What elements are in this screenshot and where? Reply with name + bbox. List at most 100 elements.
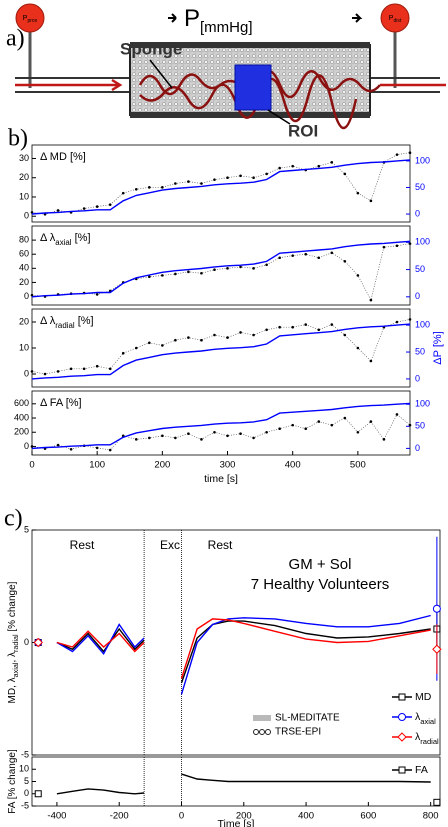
y2-tick-label: 50: [415, 264, 425, 274]
x-tick-label: 600: [360, 811, 376, 822]
y-tick-label: 20: [19, 277, 29, 287]
data-dot: [30, 293, 34, 297]
series-line: [180, 618, 431, 679]
x-tick-label: 0: [179, 811, 184, 822]
legend-label: FA: [415, 764, 428, 776]
marker: [33, 637, 43, 648]
x-tick-label: 500: [350, 460, 366, 471]
data-dot: [200, 271, 203, 275]
data-dot: [291, 164, 294, 168]
y-axis-label: FA [% change]: [7, 749, 18, 814]
x-tick-label: -400: [47, 811, 66, 822]
data-dot: [108, 203, 112, 206]
y2-tick-label: 100: [415, 155, 430, 165]
data-dot: [330, 161, 334, 164]
y-axis-label: MD, λaxial, λradial [% change]: [7, 581, 21, 703]
data-dot: [148, 275, 151, 279]
data-dot: [239, 432, 242, 435]
text: Δ λ: [40, 315, 56, 327]
data-dot: [239, 174, 242, 178]
text: P: [184, 5, 200, 32]
data-dot: [395, 413, 399, 416]
data-dot: [226, 176, 229, 180]
text: prox: [27, 18, 37, 24]
y-tick-label: 10: [19, 191, 29, 201]
text: MD: [415, 691, 432, 703]
x-tick-label: 0: [29, 460, 34, 471]
y-tick-label: 30: [19, 153, 29, 163]
data-dot: [356, 191, 360, 195]
y2-tick-label: 50: [415, 346, 425, 356]
y-tick-label: 20: [19, 316, 29, 326]
data-dot: [252, 176, 255, 180]
data-dot: [69, 448, 73, 451]
data-dot: [369, 298, 373, 302]
text: Δ MD [%]: [40, 151, 86, 163]
annotation: GM + Sol: [289, 556, 352, 573]
y2-tick-label: 0: [415, 443, 420, 453]
text: axial: [11, 662, 20, 677]
marker: [397, 732, 407, 742]
data-dot: [148, 186, 151, 189]
y2-axis-label: ΔP [%]: [432, 331, 444, 364]
panel-title: Δ λradial [%]: [40, 315, 94, 330]
y2-tick-label: 50: [415, 421, 425, 431]
data-dot: [213, 268, 216, 272]
series-line: [31, 402, 411, 450]
data-dot: [408, 423, 412, 427]
tube-wall: [130, 42, 370, 48]
legend-marker: [253, 729, 259, 735]
data-dot: [213, 430, 216, 434]
legend-marker: [265, 729, 271, 735]
series-line: [180, 614, 431, 695]
data-dot: [330, 323, 334, 326]
series-line: [31, 319, 411, 375]
data-dot: [382, 438, 386, 441]
series-line: [181, 773, 431, 783]
data-dot: [265, 430, 268, 434]
data-dot: [187, 432, 190, 435]
x-axis-label: Time [s]: [218, 818, 255, 827]
data-dot: [343, 172, 347, 176]
data-dot: [330, 423, 334, 427]
chart: 0 10 20 30 0 50 100 Δ MD [%]: [19, 144, 430, 223]
data-dot: [304, 252, 308, 256]
data-dot: [161, 274, 164, 277]
panel-title: Δ MD [%]: [40, 151, 86, 163]
data-dot: [265, 328, 268, 332]
data-dot: [174, 338, 177, 342]
roi-label: ROI: [288, 121, 318, 140]
data-dot: [317, 328, 321, 332]
x-axis-label: time [s]: [204, 473, 238, 485]
text: radial: [11, 634, 20, 652]
arrow: [352, 13, 363, 23]
data-dot: [213, 333, 216, 337]
data-dot: [252, 436, 255, 440]
panel-title: Δ FA [%]: [40, 397, 82, 409]
y2-tick-label: 0: [415, 373, 420, 383]
y-tick-label: 5: [24, 524, 29, 534]
gauge: [15, 3, 45, 33]
data-dot: [356, 274, 360, 277]
legend-label: λaxial: [415, 711, 436, 726]
data-dot: [213, 178, 216, 181]
data-dot: [356, 430, 360, 434]
legend-marker: [259, 729, 265, 735]
data-dot: [395, 320, 399, 324]
sponge-label: Sponge: [120, 39, 182, 58]
y-tick-label: -5: [21, 749, 29, 759]
y-tick-label: -5: [21, 800, 29, 810]
text: λ: [415, 711, 421, 723]
legend-label: SL-MEDITATE: [275, 713, 340, 724]
data-dot: [252, 333, 255, 337]
y-tick-label: 20: [19, 172, 29, 182]
data-dot: [187, 336, 190, 339]
data-dot: [382, 245, 386, 249]
data-dot: [265, 263, 268, 267]
data-dot: [134, 346, 138, 350]
data-dot: [278, 166, 281, 170]
text: radial: [420, 737, 439, 746]
data-dot: [174, 272, 177, 276]
data-dot: [95, 293, 99, 296]
